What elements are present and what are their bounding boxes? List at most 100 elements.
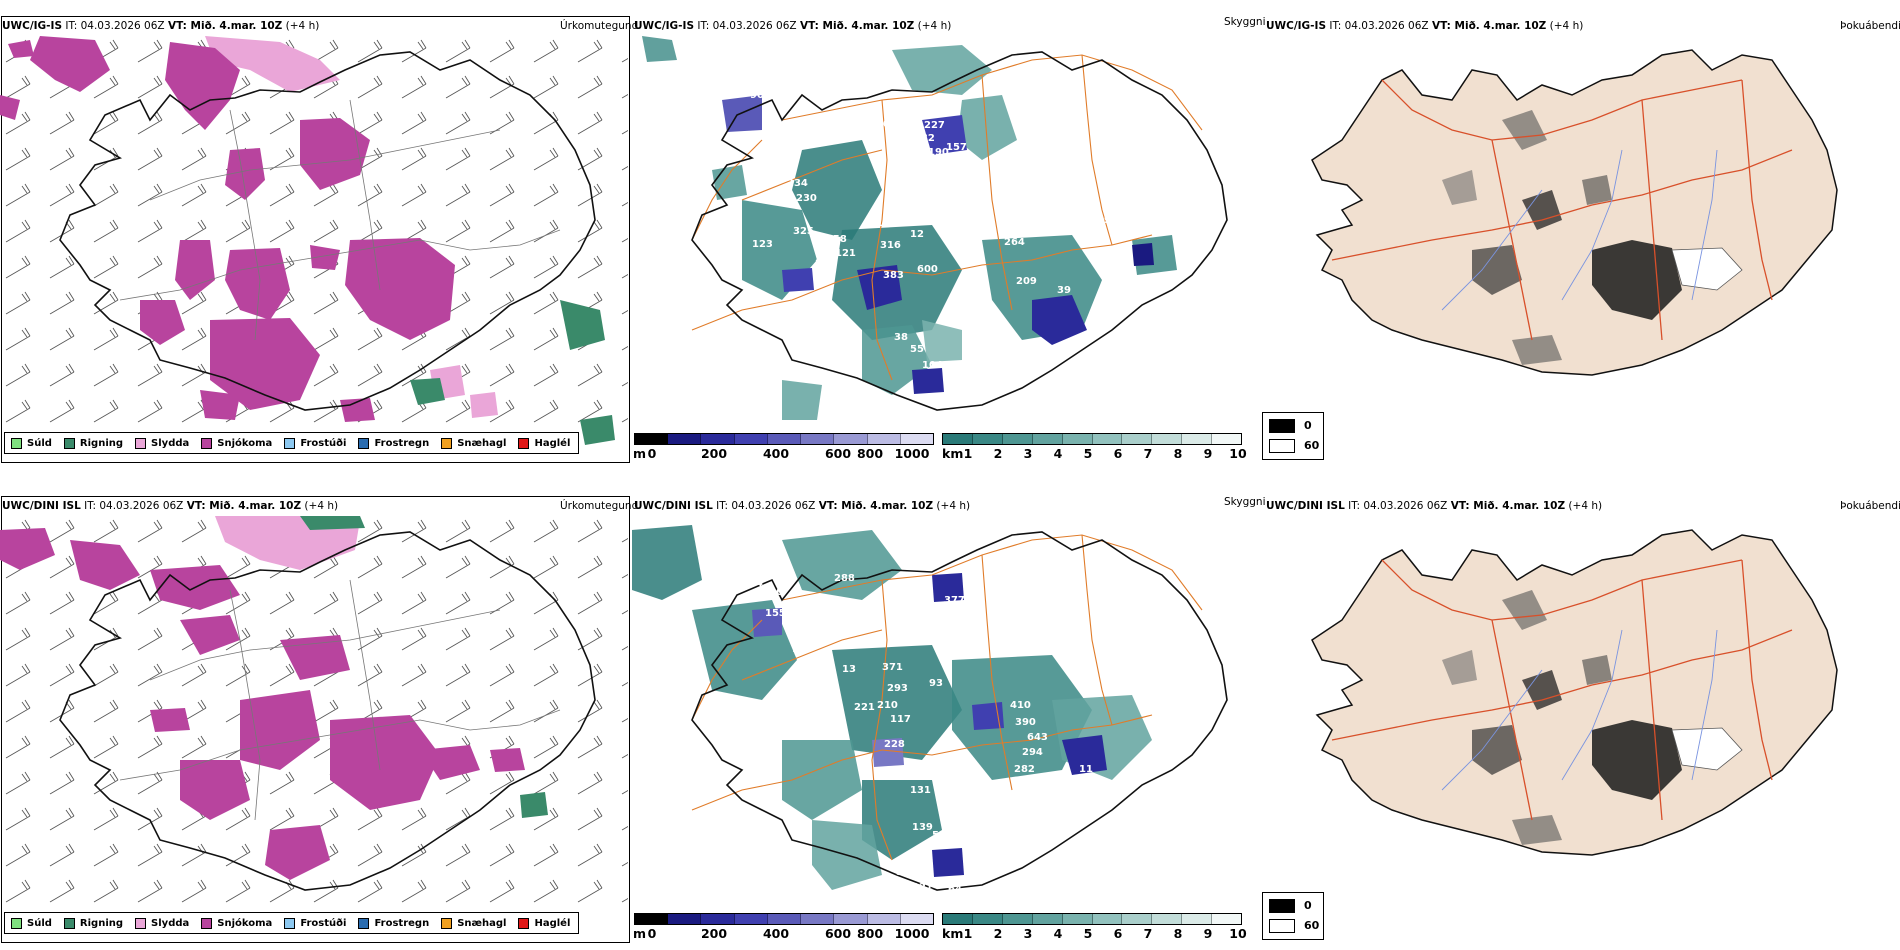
forecast-row-top: UWC/IG-IS IT: 04.03.2026 06Z VT: Mið. 4.… — [0, 0, 1900, 470]
cloud-base-value: 81 — [815, 258, 829, 269]
cloud-base-label: Skyggni — [1224, 16, 1266, 28]
legend-item-snjokoma: Snjókoma — [201, 917, 273, 929]
tick-label: 10 — [1229, 446, 1247, 461]
tick-label: 3 — [1023, 926, 1033, 941]
swatch — [11, 437, 22, 449]
legend-label: Súld — [27, 437, 52, 449]
tick-label: 8 — [1173, 446, 1183, 461]
panel-frame — [1, 496, 630, 943]
swatch — [201, 917, 213, 929]
swatch — [11, 917, 22, 929]
legend-label: Frostúði — [300, 917, 347, 929]
cloud-base-value: 151 — [931, 622, 952, 633]
iceland-coastline — [59, 51, 596, 411]
fog-legend-top: 0 60 — [1262, 412, 1324, 460]
precip-type-map — [0, 516, 628, 910]
swatch — [358, 917, 370, 929]
precip-type-legend: Súld Rigning Slydda Snjókoma Frostúði Fr… — [4, 912, 580, 934]
panel-frame — [1, 16, 630, 463]
legend-item-suld: Súld — [11, 437, 52, 449]
cloud-base-value: 54 — [1063, 780, 1077, 791]
tick-label: 0 — [647, 446, 657, 461]
iceland-land — [1311, 529, 1838, 856]
cloud-base-value: 264 — [1004, 237, 1025, 248]
cloud-base-value: 94158 — [812, 234, 847, 245]
legend-item-snjokoma: Snjókoma — [201, 437, 272, 449]
tick-label: 800 — [856, 926, 884, 941]
tick-label: 4 — [1053, 926, 1063, 941]
cloud-base-value: 327 — [1004, 220, 1025, 231]
model-name: UWC/IG-IS — [1266, 20, 1327, 32]
valid-time: VT: Mið. 4.mar. 10Z — [818, 500, 934, 512]
fog-legend-light-label: 60 — [1304, 919, 1320, 932]
cloud-base-value: 227 — [924, 120, 945, 131]
fog-index-panel: UWC/IG-IS IT: 04.03.2026 06Z VT: Mið. 4.… — [1262, 0, 1900, 470]
cloud-base-colorbar — [634, 433, 934, 445]
legend-label: Slydda — [151, 437, 190, 449]
legend-label: Rigning — [79, 437, 124, 449]
model-name: UWC/DINI ISL — [634, 500, 713, 512]
swatch — [358, 437, 370, 449]
legend-label: Snæhagl — [457, 437, 507, 449]
legend-label: Haglél — [534, 437, 571, 449]
precip-type-map — [0, 36, 628, 445]
cloud-visibility-map: 4835903562342303251232061072275321551901… — [642, 36, 1228, 420]
legend-label: Frostregn — [374, 917, 430, 929]
visibility-colorbar — [942, 433, 1242, 445]
cloud-base-value: 117 — [890, 714, 911, 725]
iceland-coastline — [691, 531, 1228, 891]
low-cloud-areas — [752, 573, 1107, 877]
road-network — [1331, 559, 1793, 821]
cloud-base-value: 600 — [917, 264, 938, 275]
cloud-base-value: 55 — [910, 344, 924, 355]
lead-time: (+4 h) — [1568, 500, 1603, 512]
swatch — [135, 917, 147, 929]
cloud-base-values: 30 184 288 136 155 184 126 377 157 151 13 371 293 93 2… — [710, 568, 1093, 895]
cloud-base-value: 51 — [1063, 791, 1077, 802]
valid-time: VT: Mið. 4.mar. 10Z — [1431, 20, 1547, 32]
cloud-base-value: 184 — [798, 607, 819, 618]
swatch — [518, 437, 530, 449]
legend-label: Snjókoma — [217, 917, 273, 929]
cloud-base-value: 368 — [857, 390, 878, 401]
cloud-base-value: 155 — [898, 135, 919, 146]
cloud-base-value: 294 — [1022, 747, 1043, 758]
tick-label: 6 — [1113, 926, 1123, 941]
tick-label: 600 — [824, 446, 852, 461]
visibility-colorbar — [942, 913, 1242, 925]
precip-type-label: Úrkomutegund — [560, 500, 639, 512]
valid-time: VT: Mið. 4.mar. 10Z — [799, 20, 915, 32]
cloud-base-value: 234 — [787, 178, 808, 189]
cloud-base-colorbar — [634, 913, 934, 925]
cloud-base-value: 288 — [834, 573, 855, 584]
fog-swatch-dark — [1269, 419, 1295, 433]
tick-label: 400 — [762, 446, 790, 461]
visibility-unit: km — [942, 926, 964, 941]
forecast-row-bottom: UWC/DINI ISL IT: 04.03.2026 06Z VT: Mið.… — [0, 480, 1900, 950]
fog-shading — [1442, 110, 1743, 365]
lead-time: (+4 h) — [1549, 20, 1584, 32]
legend-item-rigning: Rigning — [63, 437, 124, 449]
tick-label: 2 — [993, 926, 1003, 941]
model-name: UWC/IG-IS — [2, 20, 63, 32]
fog-index-map — [1311, 529, 1838, 856]
tick-label: 7 — [1143, 926, 1153, 941]
legend-item-suld: Súld — [11, 917, 52, 929]
legend-item-haglel: Haglél — [518, 917, 571, 929]
tick-label: 9 — [1203, 446, 1213, 461]
cloud-base-value: 206 — [876, 119, 897, 130]
cloud-base-value: 410 — [1010, 700, 1031, 711]
precip-type-panel: UWC/IG-IS IT: 04.03.2026 06Z VT: Mið. 4.… — [0, 0, 638, 470]
legend-item-slydda: Slydda — [135, 437, 190, 449]
cloud-base-value: 136 — [762, 587, 783, 598]
cloud-base-value: 390 — [1015, 717, 1036, 728]
legend-label: Haglél — [534, 917, 571, 929]
cloud-base-value: 377 — [944, 595, 965, 606]
tick-label: 3 — [1023, 446, 1033, 461]
cloud-base-value: 221 — [854, 702, 875, 713]
cloud-base-value: 192 — [1014, 780, 1035, 791]
fog-swatch-light — [1269, 439, 1295, 453]
tick-label: 1 — [963, 926, 973, 941]
valid-time: VT: Mið. 4.mar. 10Z — [1450, 500, 1566, 512]
tick-label: 0 — [647, 926, 657, 941]
